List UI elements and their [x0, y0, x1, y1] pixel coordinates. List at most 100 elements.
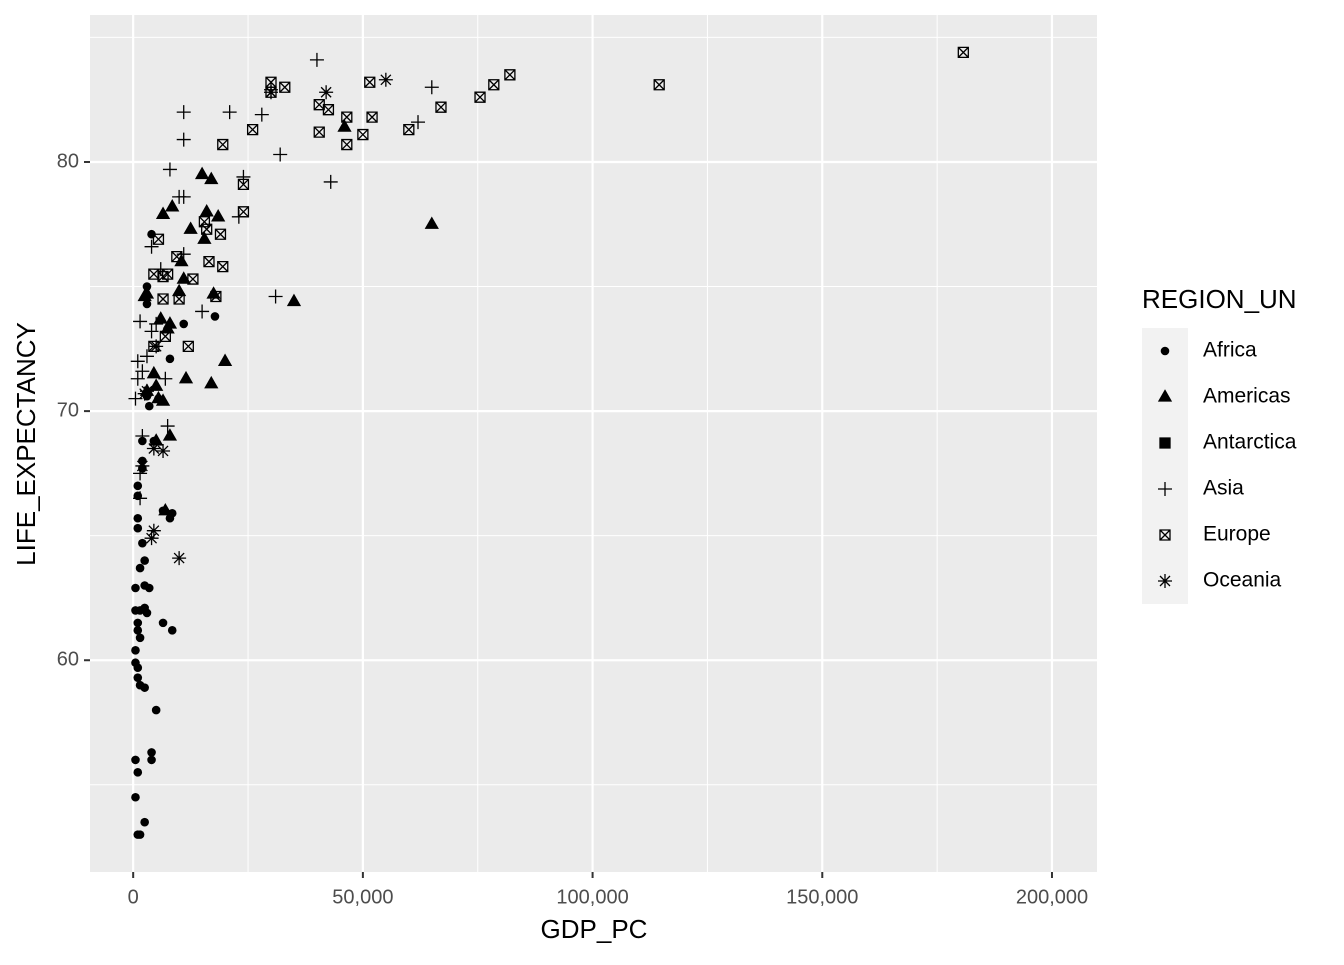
point	[139, 349, 154, 364]
point	[135, 563, 145, 573]
point	[157, 293, 169, 305]
point	[139, 286, 155, 299]
point	[210, 312, 220, 321]
legend-key	[1159, 437, 1171, 449]
point	[504, 69, 516, 81]
point	[653, 79, 665, 91]
x-tick-label: 50,000	[332, 886, 393, 908]
point	[957, 46, 969, 59]
point	[144, 401, 154, 411]
point	[279, 81, 291, 93]
point	[204, 375, 219, 389]
grid	[90, 15, 1097, 872]
axes: 0 50,000 100,000 150,000 200,000 60 70 80	[57, 150, 1088, 908]
point	[488, 79, 500, 91]
point	[176, 132, 191, 147]
point	[140, 556, 149, 565]
point	[313, 99, 325, 111]
point	[211, 208, 226, 222]
point	[273, 147, 288, 162]
point	[366, 111, 378, 123]
point	[165, 354, 175, 364]
point	[148, 268, 160, 280]
point	[140, 683, 149, 692]
point	[309, 52, 324, 67]
point	[214, 228, 227, 240]
point	[147, 755, 156, 765]
legend-label: Americas	[1203, 385, 1291, 408]
point	[133, 626, 143, 635]
point	[403, 123, 415, 136]
point	[133, 491, 148, 506]
point	[178, 370, 194, 384]
point	[201, 223, 213, 235]
point	[246, 123, 259, 136]
point	[435, 101, 447, 113]
point	[135, 458, 150, 473]
point	[140, 817, 149, 827]
point	[167, 626, 177, 635]
point	[182, 340, 194, 352]
y-tick-label: 60	[57, 649, 79, 671]
point	[204, 171, 219, 185]
point	[155, 206, 171, 219]
point	[149, 316, 164, 331]
point	[133, 481, 143, 491]
point	[153, 311, 168, 324]
point	[172, 551, 187, 566]
point	[152, 233, 165, 245]
point	[217, 260, 229, 273]
point	[144, 324, 159, 339]
legend-label: Africa	[1203, 339, 1257, 362]
point	[144, 583, 154, 593]
point	[159, 330, 171, 343]
legend-title: REGION_UN	[1142, 284, 1297, 314]
legend-key	[1159, 529, 1171, 541]
point	[149, 378, 164, 391]
point	[411, 115, 426, 130]
point	[264, 85, 279, 100]
point	[149, 339, 164, 354]
y-axis-title: LIFE_EXPECTANCY	[11, 322, 41, 566]
legend-key	[1158, 574, 1172, 588]
point	[341, 111, 353, 123]
point	[424, 80, 439, 95]
point	[183, 221, 198, 234]
point	[364, 76, 376, 88]
point	[179, 319, 189, 329]
point	[199, 204, 214, 217]
point	[135, 429, 150, 444]
point	[158, 371, 173, 386]
point	[337, 119, 352, 132]
point	[156, 443, 171, 458]
point	[133, 768, 143, 777]
point	[142, 299, 152, 309]
x-tick-label: 0	[128, 886, 139, 908]
legend: Africa Americas Antarctica Asia Europe Oceani…	[1142, 328, 1297, 604]
point	[133, 523, 143, 533]
legend-key	[1160, 346, 1170, 356]
point	[286, 293, 302, 307]
point	[142, 608, 152, 618]
point	[195, 304, 210, 319]
point	[160, 419, 175, 434]
points	[128, 46, 969, 839]
x-tick-label: 150,000	[786, 886, 858, 908]
point	[254, 107, 269, 122]
point	[322, 104, 335, 116]
legend-label: Europe	[1203, 523, 1271, 546]
legend-label: Oceania	[1203, 569, 1282, 592]
point	[131, 792, 140, 802]
point	[236, 169, 251, 184]
legend-key	[1158, 482, 1172, 496]
point	[130, 371, 145, 386]
point	[162, 316, 178, 329]
point	[146, 523, 161, 538]
point	[165, 199, 180, 212]
point	[165, 513, 175, 523]
legend-label: Antarctica	[1203, 431, 1297, 454]
point	[144, 239, 159, 254]
point	[158, 618, 168, 628]
point	[130, 354, 145, 369]
